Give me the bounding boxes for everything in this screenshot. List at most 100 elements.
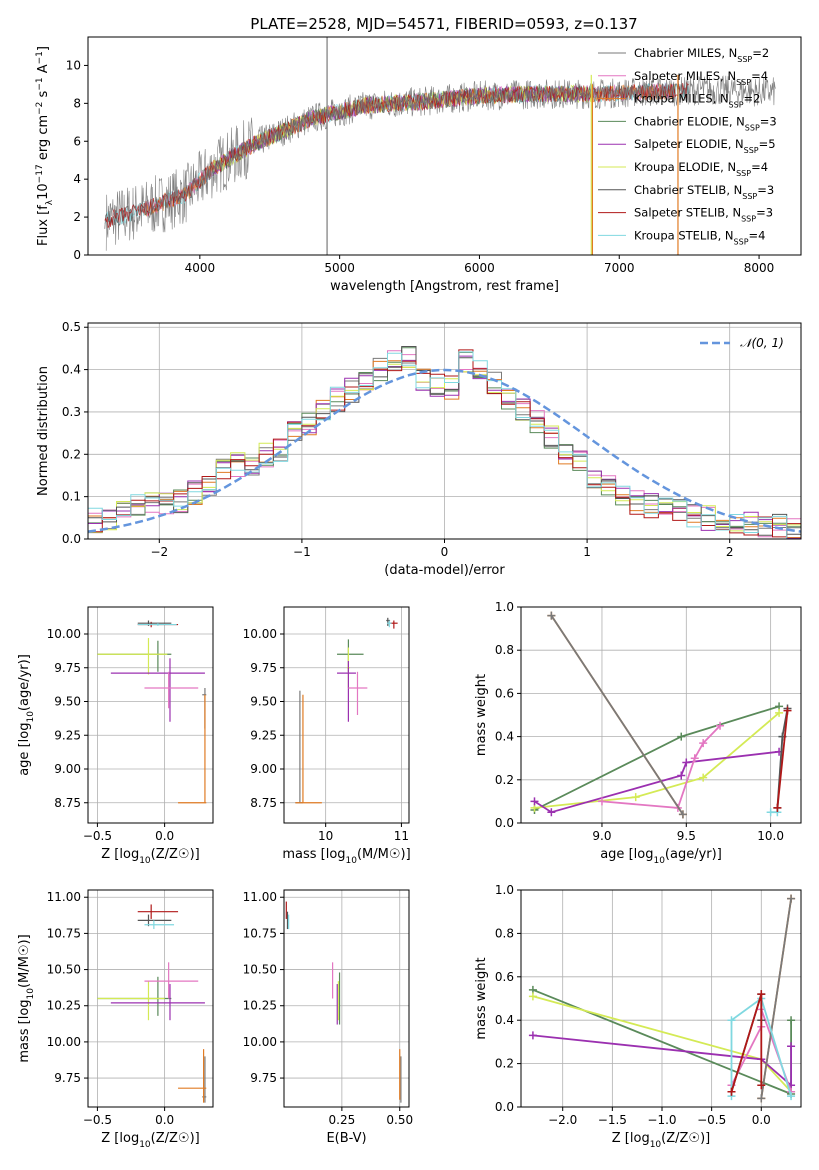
- y-tick-label: 9.75: [54, 661, 81, 675]
- x-axis-label: Z [log10(Z/Z☉)]: [101, 1131, 199, 1150]
- weight-series-line: [550, 615, 684, 815]
- y-tick-label: 10.00: [243, 627, 277, 641]
- y-tick-label: 9.25: [54, 728, 81, 742]
- plot-content: [530, 611, 792, 819]
- y-tick-label: 0.1: [62, 490, 81, 504]
- normal-curve: [88, 368, 801, 533]
- weight-point-marker: [677, 732, 686, 741]
- x-axis-label: (data-model)/error: [384, 563, 505, 578]
- plot-content: [97, 904, 207, 1103]
- axes-frame: [520, 606, 802, 824]
- y-tick-label: 0.8: [495, 643, 514, 657]
- x-tick-label: 8000: [744, 261, 775, 275]
- data-point: [295, 694, 322, 804]
- x-tick-label: −0.5: [83, 829, 112, 843]
- y-tick-label: 10.00: [47, 627, 81, 641]
- x-tick-label: 0.50: [386, 1113, 413, 1127]
- weight-point-marker: [678, 810, 687, 819]
- legend-label: Chabrier MILES, NSSP=2: [634, 46, 769, 64]
- x-tick-label: 4000: [185, 261, 216, 275]
- x-tick-label: −0.5: [697, 1113, 726, 1127]
- y-tick-label: 0.6: [495, 970, 514, 984]
- x-tick-label: 10: [318, 829, 333, 843]
- weight-point-marker: [690, 754, 699, 763]
- weight-point-marker: [677, 771, 686, 780]
- x-axis-label: E(B-V): [326, 1131, 366, 1146]
- y-tick-label: 0.4: [62, 363, 81, 377]
- spectrum-legend: Chabrier MILES, NSSP=2 Salpeter MILES, NS…: [598, 46, 777, 246]
- weight-point-marker: [757, 1094, 766, 1103]
- x-axis-label: Z [log10(Z/Z☉)]: [612, 1131, 710, 1150]
- y-tick-label: 0.4: [495, 730, 514, 744]
- legend-label: Kroupa STELIB, NSSP=4: [634, 228, 765, 246]
- y-tick-label: 0.8: [495, 926, 514, 940]
- y-tick-label: 0.2: [495, 773, 514, 787]
- weight-point-marker: [787, 1092, 796, 1101]
- axes-frame: [283, 889, 410, 1108]
- y-tick-label: 10.25: [47, 999, 81, 1013]
- axes-weight_vs_Z: −2.0 −1.5 −1.0 −0.5 0.0 0.0 0.2 0.4 0.6 0.8 1.0 Z […: [474, 883, 802, 1150]
- x-axis-label: Z [log10(Z/Z☉)]: [101, 847, 199, 866]
- axes-frame: [520, 889, 802, 1108]
- y-tick-label: 0.0: [495, 1100, 514, 1114]
- weight-point-marker: [775, 708, 784, 717]
- y-tick-label: 10.25: [243, 999, 277, 1013]
- x-axis-label: mass [log10(M/M☉)]: [282, 847, 410, 866]
- y-tick-label: 1.0: [495, 883, 514, 897]
- y-tick-label: 8.75: [250, 796, 277, 810]
- residual-histogram: [88, 351, 801, 539]
- axes-frame: [87, 889, 214, 1108]
- y-axis-label: mass weight: [474, 674, 489, 756]
- y-tick-label: 0.3: [62, 405, 81, 419]
- plot-area: [284, 607, 409, 823]
- x-tick-label: −2: [150, 545, 168, 559]
- data-point: [178, 694, 207, 804]
- x-tick-label: 1: [583, 545, 591, 559]
- axes-residuals: −2 −1 0 1 2 0.0 0.1 0.2 0.3 0.4 0.5 𝒩(0, 1) (data-mo…: [36, 320, 802, 578]
- x-tick-label: 2: [726, 545, 734, 559]
- weight-point-marker: [773, 803, 782, 812]
- residual-histogram: [88, 349, 801, 538]
- model-spectrum-line: [213, 84, 592, 173]
- data-point: [97, 981, 165, 1021]
- y-tick-label: 0.5: [62, 320, 81, 334]
- x-tick-label: 9.5: [677, 829, 696, 843]
- data-point: [110, 984, 205, 1021]
- weight-point-marker: [727, 1087, 736, 1096]
- y-tick-label: 0.6: [495, 686, 514, 700]
- x-tick-label: 7000: [604, 261, 635, 275]
- x-tick-label: 0.0: [752, 1113, 771, 1127]
- y-tick-label: 6: [73, 134, 81, 148]
- x-tick-label: 0.25: [329, 1113, 356, 1127]
- weight-point-marker: [716, 721, 725, 730]
- y-tick-label: 10.75: [243, 926, 277, 940]
- plot-area: [88, 607, 213, 823]
- y-tick-label: 0.2: [62, 447, 81, 461]
- y-axis-label: Flux [fλ10−17 erg cm−2 s−1 A−1]: [35, 46, 55, 246]
- model-spectrum-line: [143, 84, 676, 216]
- plot-area: [284, 890, 409, 1107]
- axes-frame: [87, 36, 802, 256]
- weight-point-marker: [757, 1081, 766, 1090]
- y-tick-label: 11.00: [243, 890, 277, 904]
- weight-point-marker: [530, 797, 539, 806]
- legend-label: Salpeter ELODIE, NSSP=5: [634, 137, 776, 155]
- y-tick-label: 10.00: [243, 1035, 277, 1049]
- plot-content: [285, 901, 402, 1103]
- y-tick-label: 10.75: [47, 926, 81, 940]
- x-tick-label: 6000: [464, 261, 495, 275]
- y-tick-label: 0: [73, 248, 81, 262]
- weight-series-line: [730, 997, 792, 1097]
- weight-point-marker: [528, 1031, 537, 1040]
- legend-label: Salpeter MILES, NSSP=4: [634, 69, 768, 87]
- weight-point-marker: [631, 793, 640, 802]
- weight-point-marker: [783, 706, 792, 715]
- y-tick-label: 10.50: [47, 963, 81, 977]
- data-point: [348, 671, 368, 715]
- y-tick-label: 0.0: [495, 816, 514, 830]
- weight-series-line: [532, 1034, 792, 1088]
- weight-point-marker: [757, 990, 766, 999]
- data-point: [387, 620, 392, 628]
- plot-area: [521, 607, 801, 823]
